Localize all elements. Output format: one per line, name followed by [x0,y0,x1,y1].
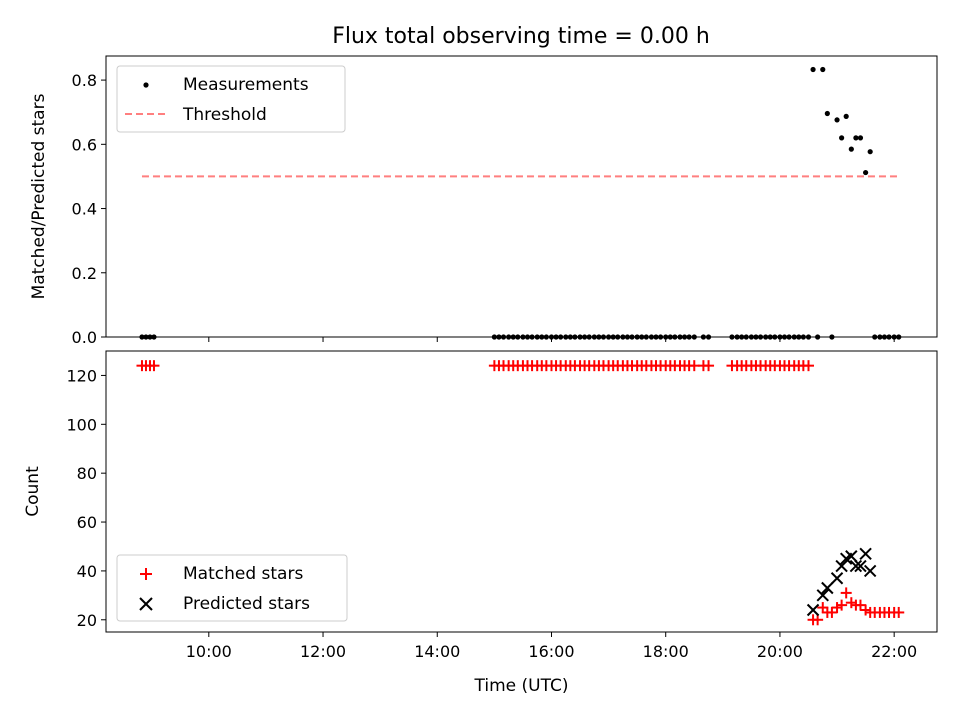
measurement-point [848,146,854,152]
bottom-panel-frame [105,350,938,633]
top-y-axis-label: Matched/Predicted stars [29,93,49,299]
matched-star-point [893,606,905,618]
predicted-star-point [816,589,829,602]
measurement-point [810,66,816,73]
matched-star-point [836,599,848,611]
legend-matched-marker [140,568,152,580]
bottom-x-tick-label: 18:00 [643,642,689,661]
x-axis-label: Time (UTC) [474,676,569,696]
chart-title: Flux total observing time = 0.00 h [332,24,710,49]
predicted-star-point [835,559,848,573]
predicted-star-point [806,603,820,617]
measurement-point [863,169,869,176]
top-panel: 0.00.20.40.60.8 Matched/Predicted stars … [29,55,938,347]
bottom-y-ticks: 20 40 60 80 100 120 [66,366,106,630]
predicted-star-point [854,559,867,573]
top-y-tick-label: 0.0 [72,328,97,347]
bottom-y-tick-label: 40 [77,562,97,581]
measurement-point [820,66,826,73]
top-y-tick-label: 0.6 [72,135,97,154]
predicted-star-point [845,550,858,563]
measurement-point [824,110,830,117]
bottom-x-tick-label: 14:00 [414,642,460,661]
predicted-star-point [849,559,863,573]
measurement-point [853,135,859,141]
bottom-x-ticks: 10:00 12:00 14:00 16:00 18:00 20:00 22:00 [186,632,917,661]
legend-matched-label: Matched stars [183,564,303,584]
matched-star-point [148,360,160,372]
predicted-star-point [859,547,872,561]
bottom-y-tick-label: 60 [77,513,97,532]
top-y-ticks: 0.0 0.2 0.4 0.6 0.8 [72,71,106,347]
legend-predicted-label: Predicted stars [183,594,310,614]
legend-measurements-marker [143,82,149,88]
bottom-x-tick-label: 12:00 [300,642,346,661]
bottom-legend-box [116,554,348,622]
legend-threshold-label: Threshold [182,105,267,125]
measurement-point [843,113,849,119]
bottom-y-tick-label: 120 [66,366,97,385]
measurement-point [834,117,840,123]
top-y-tick-label: 0.2 [72,264,97,283]
top-y-tick-label: 0.4 [72,200,97,219]
matched-star-point [703,360,715,372]
legend-measurements-label: Measurements [183,75,309,95]
matched-star-point [802,360,814,372]
matched-star-point [812,614,824,626]
bottom-legend: Matched stars Predicted stars [116,554,348,622]
predicted-star-point [821,581,834,595]
matched-star-point [840,587,852,599]
bottom-x-tick-label: 22:00 [871,642,917,661]
bottom-x-tick-label: 10:00 [186,642,232,661]
bottom-y-tick-label: 20 [77,611,97,630]
measurement-point [867,149,873,155]
matched-star-point [854,599,866,611]
top-y-tick-label: 0.8 [72,71,97,90]
top-x-ticks [208,337,895,342]
bottom-x-tick-label: 16:00 [528,642,574,661]
measurement-point [839,135,845,141]
bottom-y-tick-label: 80 [77,464,97,483]
top-panel-frame [105,55,938,338]
top-legend: Measurements Threshold [116,65,346,133]
predicted-star-point [863,564,877,578]
bottom-panel-marks [136,360,905,626]
bottom-y-axis-label: Count [23,466,43,517]
top-legend-box [116,65,346,133]
bottom-y-tick-label: 100 [66,415,97,434]
legend-predicted-marker [139,597,153,611]
predicted-star-point [830,572,844,585]
bottom-x-tick-label: 20:00 [757,642,803,661]
measurement-point [857,135,864,141]
bottom-panel: 20 40 60 80 100 120 10:00 12:00 14:00 16:00 18:00… [23,350,938,696]
matched-star-point [826,606,838,618]
